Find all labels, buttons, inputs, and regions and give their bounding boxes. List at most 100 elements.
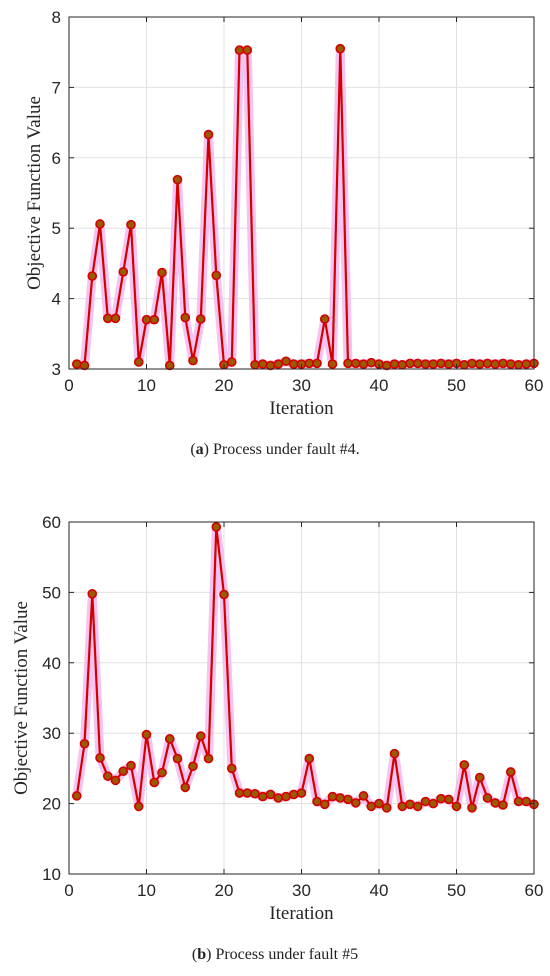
data-point — [459, 359, 470, 370]
data-point — [141, 729, 152, 740]
data-point — [87, 589, 98, 599]
data-point — [180, 312, 191, 323]
data-point — [412, 801, 423, 812]
data-point — [412, 358, 423, 369]
data-point — [405, 799, 415, 810]
data-point — [180, 782, 191, 793]
data-point — [95, 219, 105, 229]
data-point — [242, 788, 253, 798]
data-point — [312, 796, 322, 807]
data-point — [273, 359, 284, 369]
data-point — [358, 359, 369, 369]
data-point — [343, 794, 353, 805]
data-point — [211, 522, 222, 532]
data-point — [490, 798, 501, 808]
data-point — [219, 589, 229, 600]
data-point — [126, 219, 136, 230]
data-point — [513, 796, 524, 807]
data-point — [459, 760, 470, 770]
data-point — [110, 775, 121, 786]
data-point — [79, 360, 90, 371]
x-tick-label: 20 — [215, 376, 234, 395]
data-point — [389, 748, 400, 759]
data-point — [95, 753, 105, 763]
data-point — [312, 358, 322, 369]
series-line — [75, 525, 535, 809]
data-point — [102, 771, 113, 781]
data-point — [397, 359, 408, 370]
data-point — [467, 803, 477, 813]
x-tick-label: 30 — [292, 376, 311, 395]
data-point — [118, 267, 129, 277]
y-tick-label: 6 — [52, 149, 61, 168]
data-point — [164, 360, 175, 371]
x-tick-label: 40 — [370, 881, 389, 900]
data-point — [521, 796, 532, 807]
x-tick-label: 10 — [137, 376, 156, 395]
data-point — [157, 767, 167, 778]
data-point — [428, 359, 439, 369]
data-point — [71, 791, 82, 801]
x-tick-label: 10 — [137, 881, 156, 900]
data-point — [474, 772, 485, 783]
data-point — [381, 803, 392, 813]
x-tick-label: 50 — [447, 881, 466, 900]
data-point — [265, 789, 276, 800]
data-point — [172, 753, 183, 764]
y-tick-label: 50 — [42, 583, 61, 602]
data-point — [250, 788, 260, 799]
data-point — [133, 801, 144, 812]
data-point — [257, 791, 268, 802]
data-point — [288, 359, 299, 369]
data-point — [195, 731, 206, 741]
y-tick-label: 30 — [42, 724, 61, 743]
data-point — [172, 174, 183, 185]
data-point — [234, 788, 245, 798]
data-point — [211, 270, 222, 281]
caption-b: (b) Process under fault #5 — [191, 946, 359, 963]
data-point — [366, 357, 377, 368]
data-point — [482, 358, 493, 369]
data-point — [304, 753, 315, 764]
data-point — [350, 798, 361, 808]
x-tick-label: 50 — [447, 376, 466, 395]
chart-fault-4: 0 10 20 30 40 50 60 3 4 5 6 7 8 Iteration Objective Fu… — [24, 8, 543, 419]
data-point — [250, 359, 260, 370]
data-point — [521, 359, 532, 369]
data-point — [498, 358, 508, 369]
x-axis-label: Iteration — [269, 398, 334, 419]
x-tick-label: 20 — [215, 881, 234, 900]
x-tick-label: 40 — [370, 376, 389, 395]
data-point — [110, 313, 121, 324]
data-point — [126, 760, 136, 771]
data-point — [397, 801, 408, 812]
data-point — [420, 796, 431, 807]
caption-a-letter: a — [195, 441, 204, 458]
data-point — [87, 271, 98, 281]
data-point — [327, 791, 338, 802]
x-tick-label: 0 — [64, 376, 73, 395]
y-axis-label: Objective Function Value — [11, 601, 32, 795]
data-point — [164, 734, 175, 744]
data-point — [242, 45, 253, 55]
data-point — [490, 359, 501, 369]
data-point — [157, 267, 167, 278]
chart-fault-5: 0 10 20 30 40 50 60102030405060IterationObject… — [11, 513, 543, 924]
data-point — [505, 359, 516, 369]
data-point — [474, 359, 485, 369]
x-tick-label: 60 — [525, 376, 544, 395]
y-tick-label: 5 — [52, 219, 61, 238]
data-point — [226, 357, 237, 367]
data-point — [141, 314, 152, 325]
data-point — [102, 313, 113, 324]
data-point — [443, 359, 454, 369]
data-point — [482, 793, 493, 803]
data-point — [505, 767, 516, 777]
data-point — [436, 793, 446, 804]
data-point — [343, 358, 353, 369]
y-tick-label: 60 — [42, 513, 61, 532]
data-point — [335, 793, 346, 803]
data-point — [281, 356, 291, 367]
data-point — [257, 359, 268, 369]
